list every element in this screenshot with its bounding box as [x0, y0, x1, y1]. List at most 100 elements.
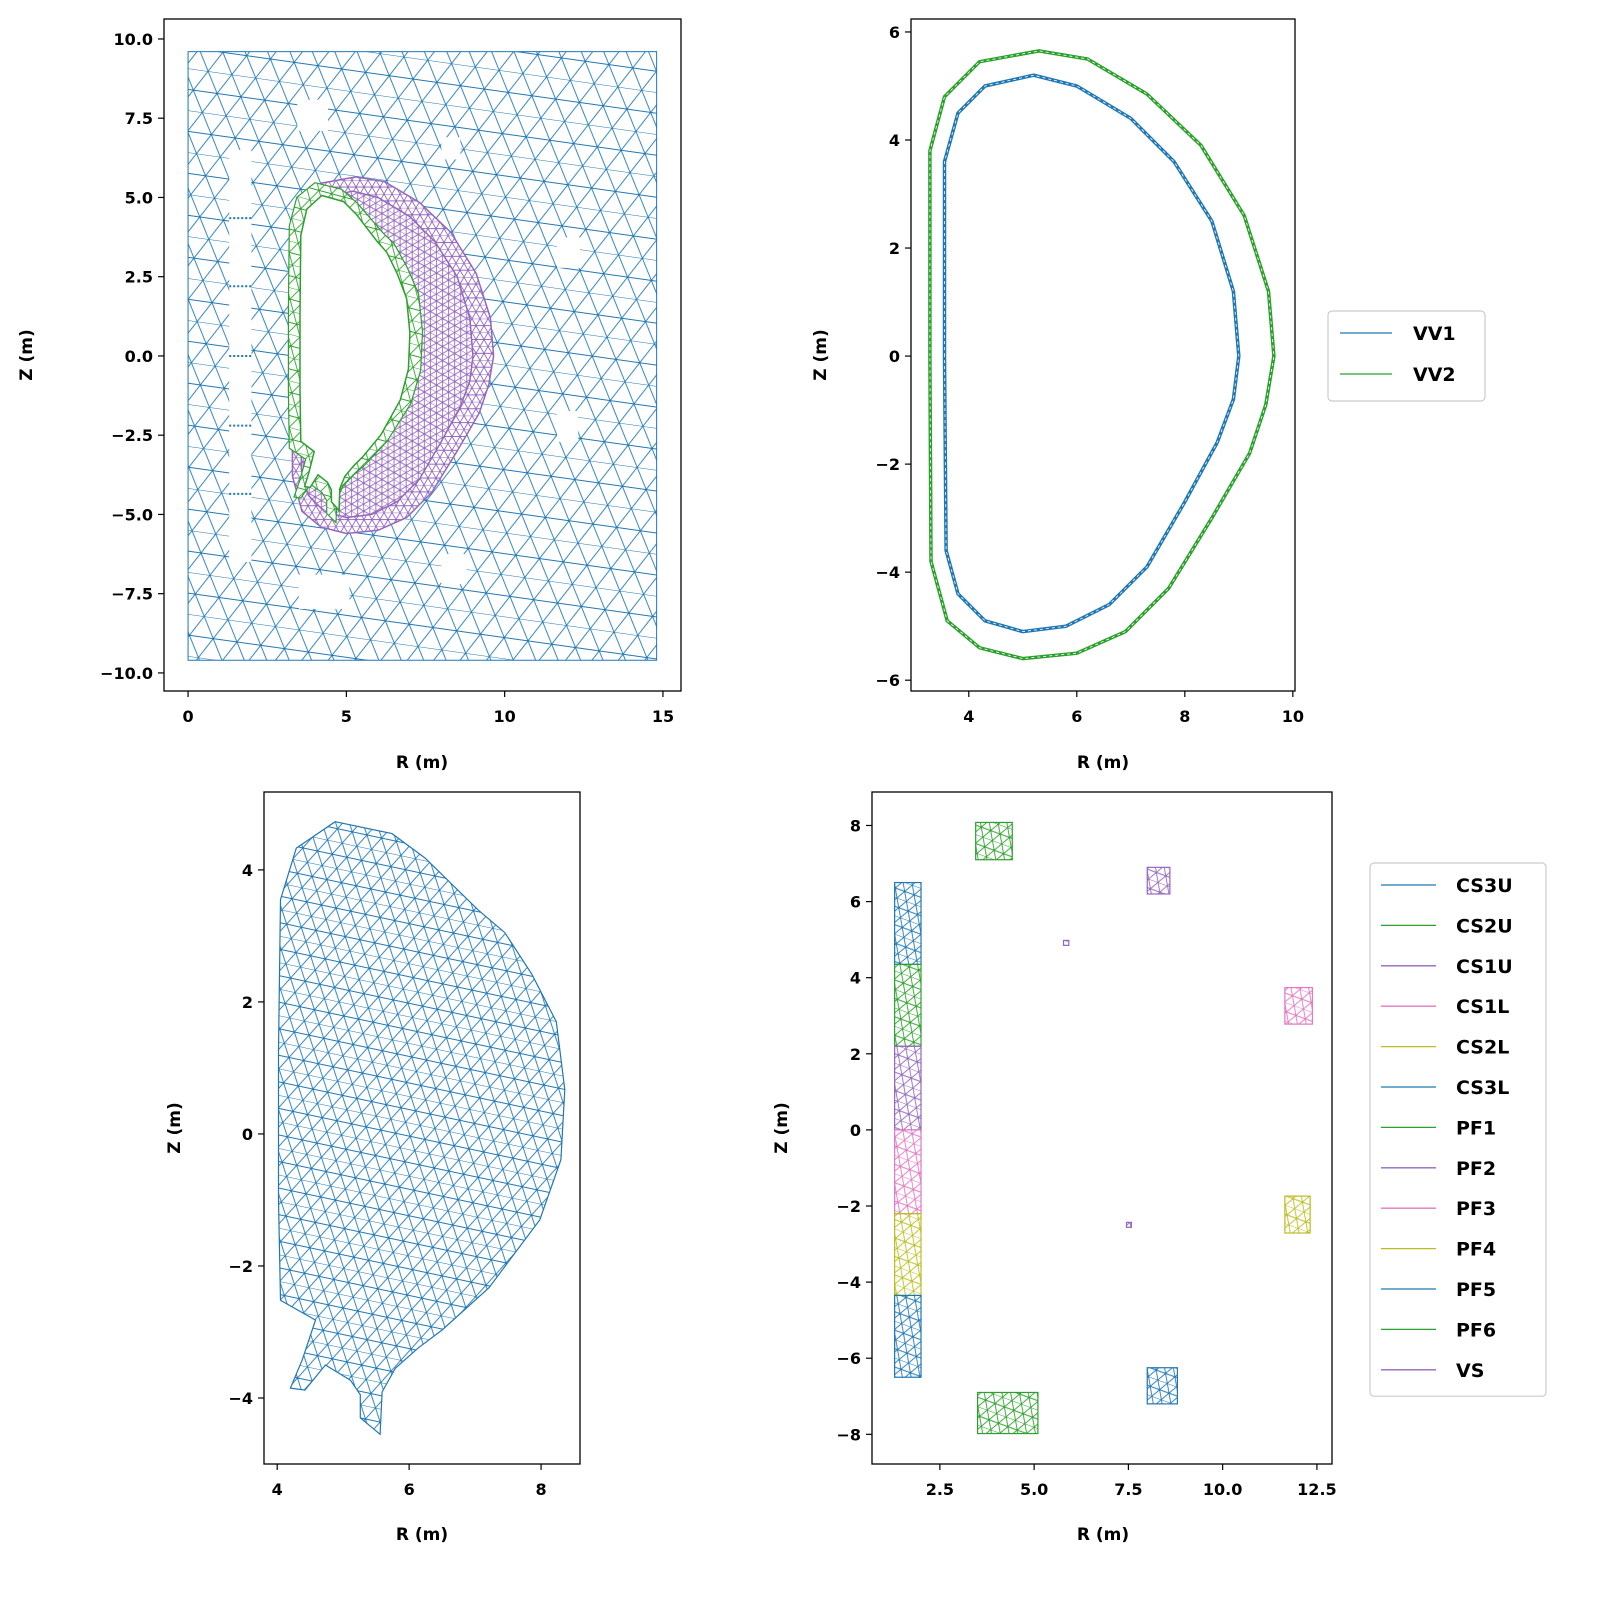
x-tick-label: 0: [182, 707, 193, 726]
x-tick-label: 5: [341, 707, 352, 726]
legend-label: PF6: [1456, 1319, 1496, 1341]
coil-cs3u: [894, 881, 922, 965]
coil-hole-cs1l: [229, 355, 252, 426]
x-tick-label: 4: [963, 707, 974, 726]
subplot-plasma-mesh: 4 6 8 4 2 0 −2 −4 R (m) Z (m): [165, 791, 581, 1545]
legend-label: CS1U: [1456, 956, 1513, 978]
legend-label: VV1: [1413, 323, 1456, 345]
coil-hole-cs3u: [229, 149, 252, 219]
legend-box: [1369, 862, 1547, 1397]
x-tick-label: 5.0: [1020, 1480, 1048, 1499]
coil-hole-pf6: [298, 574, 350, 609]
plasma-mesh: [277, 821, 566, 1436]
coil-hole-pf1: [297, 99, 328, 131]
y-tick-label: 0.0: [125, 347, 153, 366]
legend-item: VV1: [1340, 323, 1456, 345]
coil-cs2l: [894, 1213, 922, 1297]
coil-pf2: [1146, 866, 1171, 895]
coil-hole-cs2u: [229, 218, 252, 287]
x-tick-label: 10.0: [1203, 1480, 1242, 1499]
legend-label: PF5: [1456, 1279, 1496, 1301]
coil-cs3l: [894, 1294, 922, 1378]
series-vv2: [928, 49, 1276, 661]
series-mesh-detail: [929, 50, 1275, 660]
subplot-vacuum-vessel: 4 6 8 10 6 4 2 0 −2 −4 −6 R (m) Z (m) VV1 VV2: [811, 18, 1486, 773]
axes-frame: [871, 791, 1333, 1465]
legend-item: PF5: [1381, 1279, 1496, 1301]
x-tick-label: 10: [1282, 707, 1304, 726]
legend-item: CS2U: [1381, 915, 1513, 937]
x-axis-label: R (m): [396, 1525, 448, 1545]
coil-hole-cs1u: [229, 286, 252, 356]
legend-item: PF4: [1381, 1239, 1496, 1261]
legend-label: CS2U: [1456, 915, 1513, 937]
x-tick-label: 6: [1071, 707, 1082, 726]
y-tick-label: 7.5: [125, 109, 153, 128]
plot-area: [928, 49, 1276, 661]
y-tick-label: 5.0: [125, 188, 153, 207]
legend-item: PF1: [1381, 1117, 1496, 1139]
legend-item: CS2L: [1381, 1037, 1509, 1059]
legend-box: [1327, 310, 1486, 402]
coil-vs: [1062, 939, 1070, 946]
y-axis-label: Z (m): [772, 1102, 792, 1154]
legend-item: PF6: [1381, 1319, 1496, 1341]
legend-item: VS: [1381, 1360, 1484, 1382]
legend: VV1 VV2: [1327, 310, 1486, 402]
x-tick-label: 10: [494, 707, 516, 726]
legend: CS3U CS2U CS1U CS1L CS2L CS3L PF1 PF2 PF3 PF4 PF5 P…: [1369, 862, 1547, 1397]
axes-frame: [263, 791, 581, 1465]
x-axis-label: R (m): [1077, 753, 1129, 773]
y-tick-label: 6: [850, 893, 861, 912]
x-tick-label: 12.5: [1297, 1480, 1336, 1499]
coil-vs: [1125, 1221, 1133, 1228]
legend-item: VV2: [1340, 364, 1456, 386]
coil-hole-pf3: [556, 237, 581, 268]
y-tick-label: 4: [850, 969, 861, 988]
legend-item: CS1U: [1381, 956, 1513, 978]
legend-label: PF2: [1456, 1158, 1496, 1180]
legend-item: PF3: [1381, 1198, 1496, 1220]
coil-pf1: [975, 821, 1013, 861]
legend-item: CS1L: [1381, 996, 1509, 1018]
legend-item: CS3L: [1381, 1077, 1509, 1099]
coil-pf5: [1146, 1367, 1179, 1405]
y-tick-label: −2.5: [111, 426, 153, 445]
coil-cs1u: [894, 1045, 922, 1131]
coil-cs1l: [894, 1129, 922, 1215]
plot-area: [187, 51, 658, 661]
legend-label: PF3: [1456, 1198, 1496, 1220]
y-tick-label: −7.5: [111, 585, 153, 604]
y-tick-label: −6: [836, 1349, 861, 1368]
coil-hole-pf5: [441, 554, 467, 585]
y-tick-label: −2: [836, 1197, 861, 1216]
plot-area: [894, 821, 1313, 1435]
y-tick-label: −2: [228, 1257, 253, 1276]
x-tick-label: 8: [536, 1480, 547, 1499]
y-tick-label: −6: [875, 671, 900, 690]
legend-label: CS3U: [1456, 875, 1513, 897]
legend-label: CS3L: [1456, 1077, 1509, 1099]
legend-label: VV2: [1413, 364, 1456, 386]
coil-hole-cs2l: [229, 425, 252, 494]
y-tick-label: 8: [850, 816, 861, 835]
y-tick-label: 0: [889, 347, 900, 366]
x-axis-label: R (m): [1077, 1525, 1129, 1545]
y-tick-label: 4: [889, 131, 900, 150]
y-tick-label: 2: [889, 239, 900, 258]
y-tick-label: 2: [850, 1045, 861, 1064]
x-tick-label: 2.5: [926, 1480, 954, 1499]
y-tick-label: −4: [228, 1389, 253, 1408]
x-axis-label: R (m): [396, 753, 448, 773]
legend-label: PF1: [1456, 1117, 1496, 1139]
y-tick-label: 6: [889, 23, 900, 42]
coil-pf4: [1284, 1195, 1311, 1234]
y-tick-label: −4: [836, 1273, 861, 1292]
legend-item: PF2: [1381, 1158, 1496, 1180]
y-tick-label: 0: [850, 1121, 861, 1140]
legend-item: CS3U: [1381, 875, 1513, 897]
y-tick-label: 2.5: [125, 268, 153, 287]
y-axis-label: Z (m): [811, 329, 831, 381]
coil-pf3: [1284, 986, 1313, 1025]
coil-cs2u: [894, 963, 922, 1047]
